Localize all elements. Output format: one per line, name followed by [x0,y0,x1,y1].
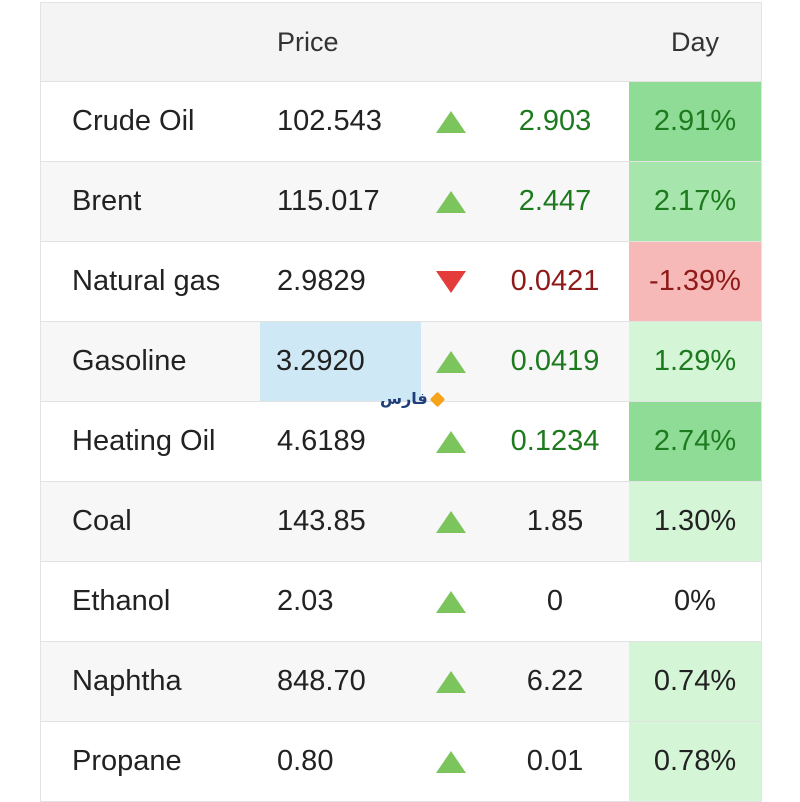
day-percent: 2.74% [629,402,761,481]
change-value: 0.0421 [510,265,600,297]
trend-arrow-cell [421,722,481,801]
day-percent: 2.17% [629,162,761,241]
change-value: 0 [546,585,564,617]
day-percent: 1.29% [629,322,761,401]
table-row[interactable]: Gasoline 3.2920 0.0419 1.29% [41,322,761,402]
price-value-highlighted: 3.2920 [260,322,421,401]
watermark-logo: فارس [380,389,446,409]
price-value: 0.80 [277,745,334,777]
up-arrow-icon [436,110,466,133]
price-value: 4.6189 [277,425,366,457]
price-value: 848.70 [277,665,366,697]
table-row[interactable]: Naphtha 848.70 6.22 0.74% [41,642,761,722]
table-row[interactable]: Natural gas 2.9829 0.0421 -1.39% [41,242,761,322]
day-column-header[interactable]: Day [670,26,719,57]
table-row[interactable]: Coal 143.85 1.85 1.30% [41,482,761,562]
up-arrow-icon [436,430,466,453]
commodity-price-table: Price Day Crude Oil 102.543 2.903 2.91% … [40,2,762,802]
trend-arrow-cell [421,162,481,241]
up-arrow-icon [436,670,466,693]
commodity-name[interactable]: Heating Oil [72,425,216,457]
change-value: 0.1234 [510,425,600,457]
commodity-name[interactable]: Propane [72,745,182,777]
table-header: Price Day [41,2,761,82]
up-arrow-icon [436,750,466,773]
price-value: 115.017 [277,185,380,217]
table-row[interactable]: Brent 115.017 2.447 2.17% [41,162,761,242]
table-row[interactable]: Propane 0.80 0.01 0.78% [41,722,761,802]
table-row[interactable]: Heating Oil 4.6189 0.1234 2.74% [41,402,761,482]
change-value: 2.903 [518,105,592,137]
trend-arrow-cell [421,82,481,161]
day-percent: -1.39% [629,242,761,321]
change-value: 0.0419 [510,345,600,377]
change-value: 1.85 [526,505,584,537]
day-percent: 0% [674,585,716,617]
price-value: 102.543 [277,105,382,137]
up-arrow-icon [436,510,466,533]
trend-arrow-cell [421,242,481,321]
commodity-name[interactable]: Natural gas [72,265,221,297]
commodity-name[interactable]: Coal [72,505,132,537]
day-percent: 2.91% [629,82,761,161]
day-percent: 1.30% [629,482,761,561]
trend-arrow-cell [421,322,481,401]
table-row[interactable]: Crude Oil 102.543 2.903 2.91% [41,82,761,162]
day-percent: 0.74% [629,642,761,721]
commodity-name[interactable]: Gasoline [72,345,187,377]
price-column-header[interactable]: Price [277,26,339,57]
down-arrow-icon [436,270,466,293]
up-arrow-icon [436,590,466,613]
change-value: 2.447 [518,185,592,217]
price-value: 2.9829 [277,265,366,297]
up-arrow-icon [436,190,466,213]
price-value: 143.85 [277,505,366,537]
price-value: 2.03 [277,585,334,617]
trend-arrow-cell [421,402,481,481]
commodity-name[interactable]: Brent [72,185,142,217]
commodity-name[interactable]: Ethanol [72,585,171,617]
up-arrow-icon [436,350,466,373]
watermark-text: فارس [380,391,428,408]
change-value: 0.01 [526,745,584,777]
trend-arrow-cell [421,482,481,561]
trend-arrow-cell [421,562,481,641]
table-row[interactable]: Ethanol 2.03 0 0% [41,562,761,642]
commodity-name[interactable]: Crude Oil [72,105,195,137]
trend-arrow-cell [421,642,481,721]
day-percent: 0.78% [629,722,761,801]
diamond-icon [429,391,446,407]
commodity-name[interactable]: Naphtha [72,665,182,697]
change-value: 6.22 [526,665,584,697]
